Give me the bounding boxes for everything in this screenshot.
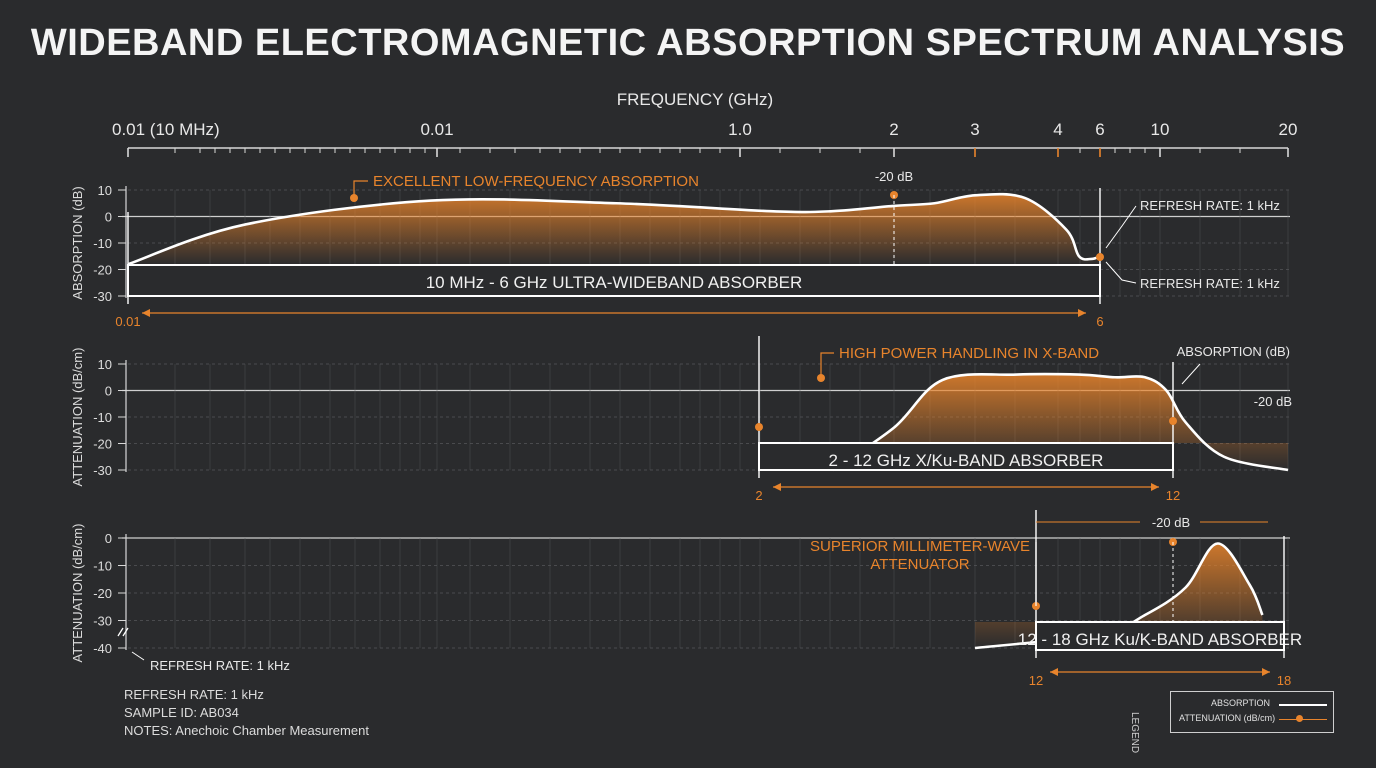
annotation-millimeter-wave: ATTENUATOR bbox=[870, 556, 969, 573]
y-tick-label: -30 bbox=[93, 614, 112, 629]
band-label: 2 - 12 GHz X/Ku-BAND ABSORBER bbox=[829, 451, 1104, 470]
range-arrow-head-left bbox=[142, 309, 150, 317]
axis-break-icon bbox=[117, 627, 129, 637]
annotation-refresh-rate: REFRESH RATE: 1 kHz bbox=[150, 658, 290, 673]
panel-3: 0 -10 -20 -30 -40 ATTENUATION (dB/cm) 12 - 18 … bbox=[70, 510, 1302, 688]
absorption-area bbox=[128, 194, 1100, 265]
legend-attenuation-label: ATTENUATION (dB/cm) bbox=[1179, 713, 1276, 723]
band-start-label: 2 bbox=[755, 488, 762, 503]
range-arrow-head-right bbox=[1262, 668, 1270, 676]
end-dot bbox=[1096, 253, 1104, 261]
band-start-label: 12 bbox=[1029, 673, 1043, 688]
y-axis-label: ATTENUATION (dB/cm) bbox=[70, 348, 85, 487]
absorption-area bbox=[832, 374, 1288, 470]
y-tick-label: 0 bbox=[105, 210, 112, 225]
marker-dot bbox=[1169, 417, 1177, 425]
legend-attenuation-dot bbox=[1296, 715, 1303, 722]
notes-refresh-rate: REFRESH RATE: 1 kHz bbox=[124, 687, 264, 702]
y-tick-label: 0 bbox=[105, 531, 112, 546]
annotation-low-frequency: EXCELLENT LOW-FREQUENCY ABSORPTION bbox=[373, 173, 699, 190]
callout-line bbox=[353, 180, 368, 198]
callout-line bbox=[820, 352, 834, 378]
panel-2: 10 0 -10 -20 -30 ATTENUATION (dB/cm) 2 - 12 GH… bbox=[70, 336, 1292, 503]
peak-label: -20 dB bbox=[875, 169, 913, 184]
annotation-absorption-db: ABSORPTION (dB) bbox=[1177, 344, 1290, 359]
absorption-curve bbox=[127, 192, 1101, 266]
peak-label: -20 dB bbox=[1152, 515, 1190, 530]
band-end-label: 6 bbox=[1096, 314, 1103, 329]
y-tick-label: -20 bbox=[93, 437, 112, 452]
band-end-label: 18 bbox=[1277, 673, 1291, 688]
annotation-db: -20 dB bbox=[1254, 394, 1292, 409]
callout-line bbox=[131, 651, 145, 661]
callout-line bbox=[1181, 363, 1201, 385]
callout-line bbox=[1105, 205, 1137, 249]
notes-sample-id: SAMPLE ID: AB034 bbox=[124, 705, 239, 720]
annotation-x-band: HIGH POWER HANDLING IN X-BAND bbox=[839, 345, 1099, 362]
notes-text: NOTES: Anechoic Chamber Measurement bbox=[124, 723, 369, 738]
frequency-tick-label: 6 bbox=[1095, 120, 1104, 139]
range-arrow-head-right bbox=[1078, 309, 1086, 317]
annotation-millimeter-wave: SUPERIOR MILLIMETER-WAVE bbox=[810, 538, 1030, 555]
frequency-tick-label: 20 bbox=[1279, 120, 1298, 139]
legend-attenuation-line bbox=[1279, 719, 1327, 720]
legend-absorption-line bbox=[1279, 704, 1327, 706]
callout-line bbox=[1105, 261, 1137, 284]
annotation-refresh-rate: REFRESH RATE: 1 kHz bbox=[1140, 276, 1280, 291]
y-tick-label: -10 bbox=[93, 410, 112, 425]
y-tick-label: 10 bbox=[98, 357, 112, 372]
legend: ABSORPTION ATTENUATION (dB/cm) bbox=[1170, 691, 1334, 733]
range-arrow-head-left bbox=[1050, 668, 1058, 676]
band-start-label: 0.01 bbox=[115, 314, 140, 329]
y-tick-label: 10 bbox=[98, 183, 112, 198]
frequency-tick-label: 4 bbox=[1053, 120, 1062, 139]
marker-dot bbox=[755, 423, 763, 431]
y-axis-label: ATTENUATION (dB/cm) bbox=[70, 524, 85, 663]
legend-title: LEGEND bbox=[1129, 712, 1140, 754]
range-arrow-head-left bbox=[773, 483, 781, 491]
frequency-tick-label: 0.01 (10 MHz) bbox=[112, 120, 220, 139]
band-box bbox=[127, 264, 1101, 297]
y-tick-label: 0 bbox=[105, 384, 112, 399]
y-tick-label: -10 bbox=[93, 559, 112, 574]
frequency-tick-label: 10 bbox=[1151, 120, 1170, 139]
range-arrow-head-right bbox=[1151, 483, 1159, 491]
y-tick-label: -40 bbox=[93, 641, 112, 656]
legend-absorption-label: ABSORPTION bbox=[1211, 698, 1271, 708]
frequency-tick-label: 0.01 bbox=[420, 120, 453, 139]
y-tick-label: -20 bbox=[93, 586, 112, 601]
band-end-label: 12 bbox=[1166, 488, 1180, 503]
y-tick-label: -20 bbox=[93, 263, 112, 278]
band-label: 12 - 18 GHz Ku/K-BAND ABSORBER bbox=[1018, 630, 1302, 649]
band-label: 10 MHz - 6 GHz ULTRA-WIDEBAND ABSORBER bbox=[426, 273, 803, 292]
annotation-refresh-rate: REFRESH RATE: 1 kHz bbox=[1140, 198, 1280, 213]
y-tick-label: -30 bbox=[93, 289, 112, 304]
absorption-curve bbox=[831, 372, 1289, 472]
notes-block: REFRESH RATE: 1 kHz SAMPLE ID: AB034 NOT… bbox=[124, 686, 369, 740]
frequency-tick-label: 1.0 bbox=[728, 120, 752, 139]
panel-1: 10 0 -10 -20 -30 ABSORPTION (dB) 10 MHz - 6 GH… bbox=[70, 169, 1290, 329]
frequency-axis-label: FREQUENCY (GHz) bbox=[616, 90, 774, 109]
y-axis-label: ABSORPTION (dB) bbox=[70, 186, 85, 299]
y-tick-label: -30 bbox=[93, 463, 112, 478]
chart-title: WIDEBAND ELECTROMAGNETIC ABSORPTION SPEC… bbox=[30, 22, 1346, 64]
frequency-tick-label: 2 bbox=[889, 120, 898, 139]
frequency-tick-label: 3 bbox=[970, 120, 979, 139]
y-tick-label: -10 bbox=[93, 236, 112, 251]
